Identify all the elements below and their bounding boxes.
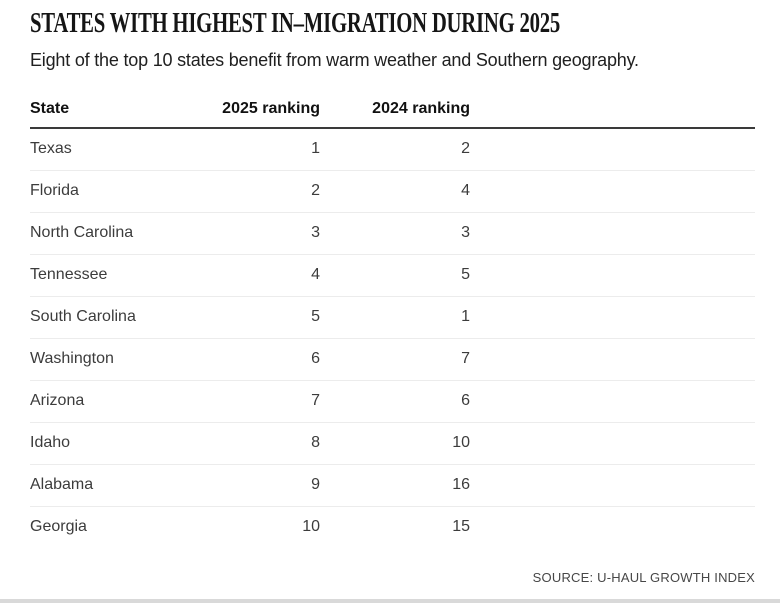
rank-2025-value: 3 (311, 224, 320, 241)
table-body: Texas 1 2 Florida 2 4 North Carolina 3 3 Tennesse… (30, 128, 755, 548)
table-row: Texas 1 2 (30, 128, 755, 170)
rank-2024-value: 7 (461, 350, 470, 367)
rank-2025-value: 7 (311, 392, 320, 409)
rank-2025-value: 2 (311, 182, 320, 199)
rank-2025-value: 9 (311, 476, 320, 493)
table-row: South Carolina 5 1 (30, 296, 755, 338)
source-credit: SOURCE: U-HAUL GROWTH INDEX (532, 570, 755, 585)
row-filler (470, 338, 755, 380)
row-filler (470, 128, 755, 170)
row-filler (470, 296, 755, 338)
rank-2024-value: 10 (452, 434, 470, 451)
row-filler (470, 506, 755, 548)
state-name: Washington (30, 350, 114, 367)
row-filler (470, 422, 755, 464)
state-name: Georgia (30, 518, 87, 536)
rank-2024-value: 2 (461, 140, 470, 158)
bottom-border (0, 599, 780, 603)
rank-2025-value: 1 (311, 140, 320, 158)
table-row: North Carolina 3 3 (30, 212, 755, 254)
table-row: Washington 6 7 (30, 338, 755, 380)
row-filler (470, 212, 755, 254)
state-name: Arizona (30, 392, 85, 409)
rank-2024-value: 5 (461, 266, 470, 283)
rank-2024-value: 16 (452, 476, 470, 493)
table-row: Tennessee 4 5 (30, 254, 755, 296)
state-name: Tennessee (30, 266, 108, 283)
table-row: Georgia 10 15 (30, 506, 755, 548)
rankings-table: State 2025 ranking 2024 ranking Texas 1 2 F… (30, 96, 755, 548)
table-header-row: State 2025 ranking 2024 ranking (30, 96, 755, 128)
column-header-2025-ranking: 2025 ranking (222, 100, 320, 117)
rank-2024-value: 15 (452, 518, 470, 536)
rank-2025-value: 4 (311, 266, 320, 283)
state-name: South Carolina (30, 308, 136, 325)
state-name: North Carolina (30, 224, 134, 241)
rank-2024-value: 1 (461, 308, 470, 325)
column-header-state: State (30, 100, 70, 117)
rank-2025-value: 6 (311, 350, 320, 367)
rank-2024-value: 6 (461, 392, 470, 409)
table-row: Alabama 9 16 (30, 464, 755, 506)
rank-2025-value: 5 (311, 308, 320, 325)
state-name: Texas (30, 140, 72, 158)
column-header-filler (470, 96, 755, 128)
rank-2024-value: 3 (461, 224, 470, 241)
rank-2025-value: 8 (311, 434, 320, 451)
rank-2024-value: 4 (461, 182, 470, 199)
column-header-2024-ranking: 2024 ranking (372, 100, 470, 117)
state-name: Florida (30, 182, 79, 199)
rank-2025-value: 10 (302, 518, 320, 536)
figure-subtitle: Eight of the top 10 states benefit from … (30, 50, 639, 70)
row-filler (470, 464, 755, 506)
table-row: Arizona 7 6 (30, 380, 755, 422)
row-filler (470, 254, 755, 296)
state-name: Alabama (30, 476, 94, 493)
state-name: Idaho (30, 434, 71, 451)
table-row: Idaho 8 10 (30, 422, 755, 464)
row-filler (470, 170, 755, 212)
table-row: Florida 2 4 (30, 170, 755, 212)
figure-title: STATES WITH HIGHEST IN–MIGRATION DURING … (30, 8, 561, 39)
row-filler (470, 380, 755, 422)
